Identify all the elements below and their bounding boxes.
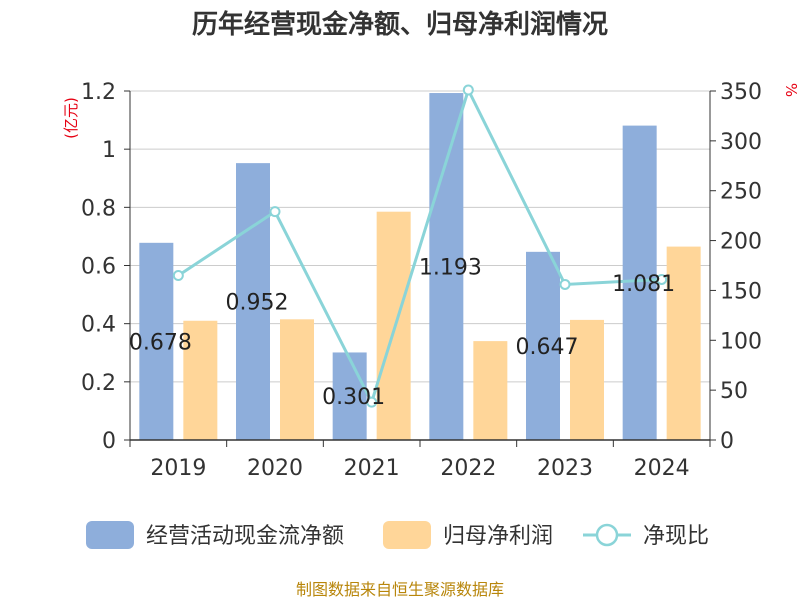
x-tick-label: 2019 (150, 456, 206, 481)
ratio-point (559, 278, 571, 290)
left-tick-label: 0.2 (81, 371, 116, 396)
chart-title: 历年经营现金净额、归母净利润情况 (192, 9, 608, 40)
legend: 经营活动现金流净额 归母净利润 净现比 (86, 521, 709, 549)
ratio-point (269, 206, 281, 218)
legend-label: 经营活动现金流净额 (146, 524, 344, 549)
x-tick-label: 2024 (634, 456, 690, 481)
source-note: 制图数据来自恒生聚源数据库 (296, 580, 504, 599)
x-tick-label: 2021 (344, 456, 400, 481)
left-axis-unit: (亿元) (62, 97, 80, 139)
bar-cashflow (622, 125, 657, 441)
right-tick-label: 0 (720, 429, 734, 454)
bar-net-profit (666, 246, 701, 440)
bar-net-profit (570, 319, 604, 440)
right-axis-unit: % (782, 83, 800, 97)
legend-swatch (383, 521, 431, 549)
ratio-line (172, 84, 668, 408)
bar-net-profit (376, 211, 411, 440)
ratio-point (656, 273, 668, 285)
cashflow-data-label: 0.301 (322, 385, 385, 410)
legend-label: 归母净利润 (443, 524, 553, 549)
cashflow-data-label: 0.678 (129, 330, 192, 355)
legend-swatch (86, 521, 134, 549)
cashflow-data-label: 0.647 (516, 335, 579, 360)
left-tick-label: 1 (102, 138, 116, 163)
bar-cashflow (526, 251, 560, 440)
x-tick-label: 2023 (537, 456, 593, 481)
grid-lines (130, 90, 710, 383)
legend-label: 净现比 (643, 524, 709, 549)
data-labels: 0.678 0.952 0.301 1.193 0.647 1.081 (129, 256, 675, 411)
cashflow-data-label: 1.193 (419, 256, 482, 281)
x-tick-label: 2022 (440, 456, 496, 481)
bar-cashflow (429, 93, 464, 441)
left-tick-label: 0 (102, 429, 116, 454)
left-tick-label: 0.8 (81, 196, 116, 221)
left-tick-label: 1.2 (81, 80, 116, 105)
right-tick-label: 100 (720, 329, 762, 354)
bar-net-profit (473, 341, 508, 440)
right-tick-label: 300 (720, 130, 762, 155)
cashflow-data-label: 1.081 (612, 272, 675, 297)
left-tick-label: 0.6 (81, 255, 116, 280)
right-tick-label: 250 (720, 180, 762, 205)
bar-net-profit (183, 320, 218, 440)
right-tick-label: 150 (720, 279, 762, 304)
right-tick-label: 350 (720, 80, 762, 105)
legend-marker (595, 523, 619, 547)
axes: 0 0.2 0.4 0.6 0.8 1 1.2 0 50 100 150 200 250 300 350 20… (81, 80, 762, 481)
right-tick-label: 200 (720, 230, 762, 255)
ratio-point (172, 269, 184, 281)
bars (139, 93, 701, 441)
ratio-point (462, 84, 474, 96)
bar-net-profit (280, 319, 314, 440)
bar-cashflow (139, 242, 174, 440)
cashflow-data-label: 0.952 (226, 291, 289, 316)
ratio-line-path (177, 85, 662, 407)
bar-cashflow (236, 163, 270, 441)
x-tick-label: 2020 (247, 456, 303, 481)
ratio-point (366, 396, 378, 408)
bar-cashflow (332, 352, 367, 440)
right-tick-label: 50 (720, 379, 748, 404)
left-tick-label: 0.4 (81, 313, 116, 338)
